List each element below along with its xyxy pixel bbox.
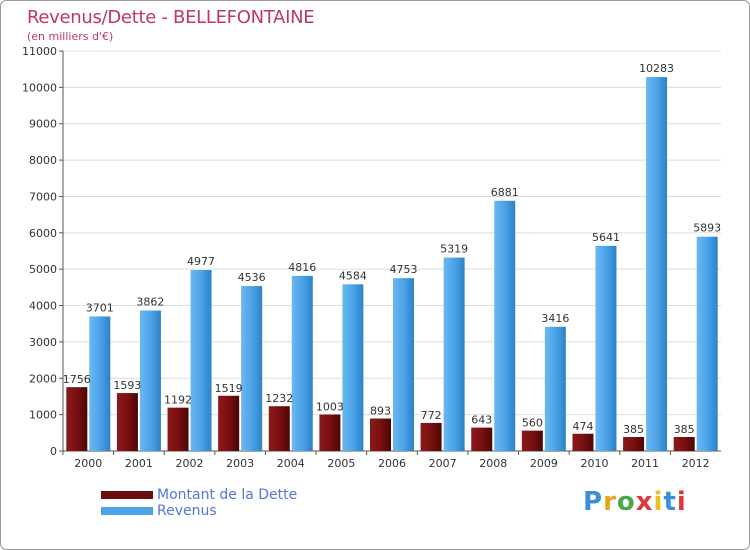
y-tick-label: 1000 [29, 409, 57, 422]
legend-item-debt: Montant de la Dette [101, 487, 297, 503]
x-tick-label: 2005 [327, 457, 355, 470]
data-label-debt: 474 [572, 420, 593, 433]
y-tick-label: 9000 [29, 118, 57, 131]
bars [66, 77, 718, 451]
chart-subtitle: (en milliers d'€) [27, 30, 114, 43]
x-tick-label: 2011 [631, 457, 659, 470]
legend-swatch-revenus [101, 507, 153, 515]
legend-label-revenus: Revenus [157, 503, 217, 519]
data-label-debt: 560 [522, 417, 543, 430]
x-tick-label: 2012 [682, 457, 710, 470]
x-tick-label: 2003 [226, 457, 254, 470]
chart-title: Revenus/Dette - BELLEFONTAINE [27, 7, 315, 28]
bar-debt [116, 393, 138, 451]
bar-revenus [342, 284, 364, 451]
data-label-revenus: 5893 [693, 222, 721, 235]
bar-revenus [241, 286, 263, 451]
y-tick-label: 2000 [29, 372, 57, 385]
bar-revenus [139, 310, 161, 451]
data-label-revenus: 4816 [288, 261, 316, 274]
y-tick-label: 10000 [22, 81, 57, 94]
data-label-debt: 643 [471, 414, 492, 427]
data-label-debt: 385 [674, 423, 695, 436]
x-tick-label: 2000 [74, 457, 102, 470]
y-tick-label: 4000 [29, 300, 57, 313]
data-label-debt: 1232 [265, 392, 293, 405]
bar-debt [370, 418, 391, 451]
grid-lines [63, 50, 721, 416]
data-label-debt: 1192 [164, 394, 192, 407]
data-label-revenus: 4536 [238, 271, 266, 284]
bar-revenus [190, 270, 212, 451]
x-tick-label: 2008 [479, 457, 507, 470]
data-label-revenus: 3416 [541, 312, 569, 325]
data-label-debt: 1003 [316, 401, 344, 414]
proxiti-logo: Proxiti [583, 487, 687, 517]
x-tick-label: 2007 [429, 457, 457, 470]
y-tick-label: 5000 [29, 263, 57, 276]
bar-revenus [443, 257, 465, 451]
bar-debt [218, 395, 240, 451]
bar-revenus [89, 316, 111, 451]
bar-revenus [646, 77, 668, 451]
data-label-debt: 772 [421, 409, 442, 422]
bar-debt [268, 406, 290, 451]
data-label-revenus: 4977 [187, 255, 215, 268]
bar-revenus [291, 275, 313, 451]
bar-debt [66, 387, 88, 451]
legend: Montant de la Dette Revenus [101, 487, 297, 519]
data-label-debt: 1593 [113, 379, 141, 392]
legend-swatch-debt [101, 491, 153, 499]
data-label-revenus: 10283 [639, 62, 674, 75]
bar-debt [673, 437, 695, 451]
y-tick-label: 8000 [29, 154, 57, 167]
bar-debt [167, 407, 189, 451]
x-tick-label: 2009 [530, 457, 558, 470]
y-tick-label: 7000 [29, 190, 57, 203]
legend-label-debt: Montant de la Dette [157, 487, 298, 503]
bar-revenus [595, 245, 617, 451]
y-tick-label: 6000 [29, 227, 57, 240]
data-label-revenus: 5319 [440, 243, 468, 256]
bar-debt [471, 427, 493, 451]
legend-item-revenus: Revenus [101, 503, 297, 519]
bar-debt [572, 433, 594, 451]
x-tick-label: 2006 [378, 457, 406, 470]
data-label-revenus: 4584 [339, 269, 367, 282]
data-label-debt: 1519 [215, 382, 243, 395]
bar-debt [521, 430, 543, 451]
bar-revenus [393, 278, 414, 451]
bar-debt [420, 422, 442, 451]
y-tick-label: 11000 [22, 45, 57, 58]
y-tick-label: 3000 [29, 336, 57, 349]
y-tick-label: 0 [50, 445, 57, 458]
data-label-debt: 1756 [63, 373, 91, 386]
data-label-revenus: 6881 [491, 186, 519, 199]
data-label-revenus: 3862 [136, 296, 164, 309]
x-tick-label: 2004 [277, 457, 305, 470]
data-label-debt: 385 [623, 423, 644, 436]
data-label-revenus: 3701 [86, 301, 114, 314]
bar-revenus [544, 326, 566, 451]
data-label-revenus: 5641 [592, 231, 620, 244]
bar-revenus [696, 236, 718, 451]
x-tick-label: 2002 [176, 457, 204, 470]
x-tick-label: 2010 [580, 457, 608, 470]
data-label-debt: 893 [370, 405, 391, 418]
x-tick-label: 2001 [125, 457, 153, 470]
bar-debt [319, 414, 341, 451]
data-label-revenus: 4753 [390, 263, 418, 276]
bar-revenus [494, 200, 516, 451]
bar-debt [623, 437, 645, 451]
data-labels: 1756 3701 1593 3862 1192 4977 1519 4536 1232 4816… [63, 62, 721, 436]
